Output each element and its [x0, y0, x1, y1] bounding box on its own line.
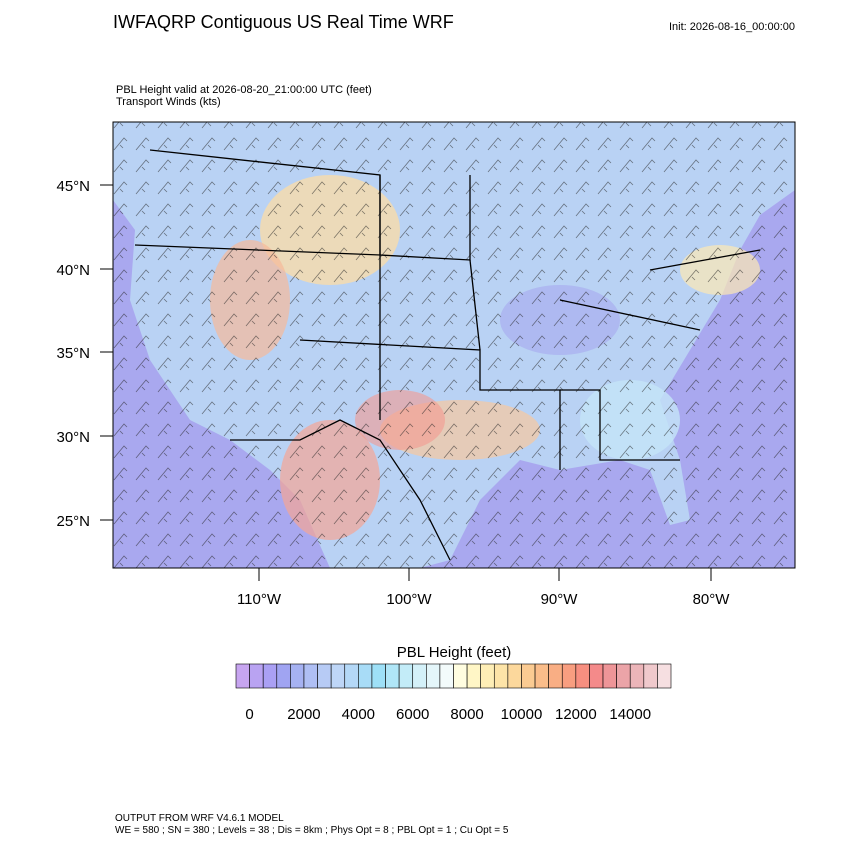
colorbar-swatch	[276, 663, 291, 689]
colorbar-swatch	[371, 663, 386, 689]
title: IWFAQRP Contiguous US Real Time WRF	[113, 12, 454, 32]
footer: WE = 580 ; SN = 380 ; Levels = 38 ; Dis …	[115, 825, 509, 836]
colorbar-swatch	[439, 663, 454, 689]
colorbar-swatch	[657, 663, 672, 689]
init-time: Init: 2026-08-16_00:00:00	[669, 21, 795, 33]
colorbar-tick-label: 14000	[609, 706, 651, 723]
colorbar-tick-label: 12000	[555, 706, 597, 723]
colorbar-swatch	[385, 663, 400, 689]
subtitle: PBL Height valid at 2026-08-20_21:00:00 …	[116, 84, 372, 96]
colorbar-tick-label: 2000	[287, 706, 320, 723]
lat-label: 35°N	[56, 345, 90, 362]
colorbar-swatch	[317, 663, 332, 689]
colorbar-swatch	[426, 663, 441, 689]
lon-label: 80°W	[693, 591, 731, 608]
colorbar-swatch	[358, 663, 373, 689]
colorbar-swatch	[262, 663, 278, 689]
lat-label: 30°N	[56, 429, 90, 446]
lon-label: 110°W	[237, 591, 282, 608]
colorbar-swatch	[303, 663, 318, 689]
colorbar-tick-label: 8000	[450, 706, 483, 723]
lon-label: 100°W	[386, 591, 432, 608]
colorbar-swatch	[466, 663, 481, 689]
colorbar-swatch	[629, 663, 645, 689]
colorbar-swatch	[493, 663, 509, 689]
colorbar-swatch	[480, 663, 495, 689]
colorbar-tick-label: 4000	[342, 706, 375, 723]
lat-label: 40°N	[56, 262, 90, 279]
footer: OUTPUT FROM WRF V4.6.1 MODEL	[115, 813, 284, 824]
colorbar-swatch	[521, 663, 536, 689]
colorbar-swatch	[249, 663, 264, 689]
colorbar-tick-label: 0	[245, 706, 253, 723]
colorbar-swatch	[561, 663, 577, 689]
colorbar-swatch	[616, 663, 631, 689]
colorbar-tick-label: 6000	[396, 706, 429, 723]
colorbar-swatch	[412, 663, 427, 689]
colorbar-swatch	[235, 663, 250, 689]
colorbar-swatch	[398, 663, 414, 689]
colorbar-tick-label: 10000	[501, 706, 543, 723]
map-frame	[112, 121, 796, 569]
colorbar-swatch	[602, 663, 617, 689]
colorbar-swatch	[589, 663, 604, 689]
lat-label: 25°N	[56, 513, 90, 530]
subtitle: Transport Winds (kts)	[116, 96, 221, 108]
map	[113, 122, 795, 568]
colorbar-swatch	[643, 663, 658, 689]
lat-label: 45°N	[56, 178, 90, 195]
colorbar-swatch	[548, 663, 563, 689]
colorbar-swatch	[507, 663, 522, 689]
colorbar-swatch	[453, 663, 468, 689]
colorbar-swatch	[330, 663, 346, 689]
colorbar-swatch	[534, 663, 549, 689]
lon-label: 90°W	[541, 591, 579, 608]
colorbar-swatch	[344, 663, 359, 689]
colorbar: 0 2000 4000 6000 8000 10000 12000 14000	[235, 663, 672, 723]
colorbar-swatch	[575, 663, 590, 689]
colorbar-title: PBL Height (feet)	[397, 644, 512, 661]
colorbar-swatch	[290, 663, 305, 689]
